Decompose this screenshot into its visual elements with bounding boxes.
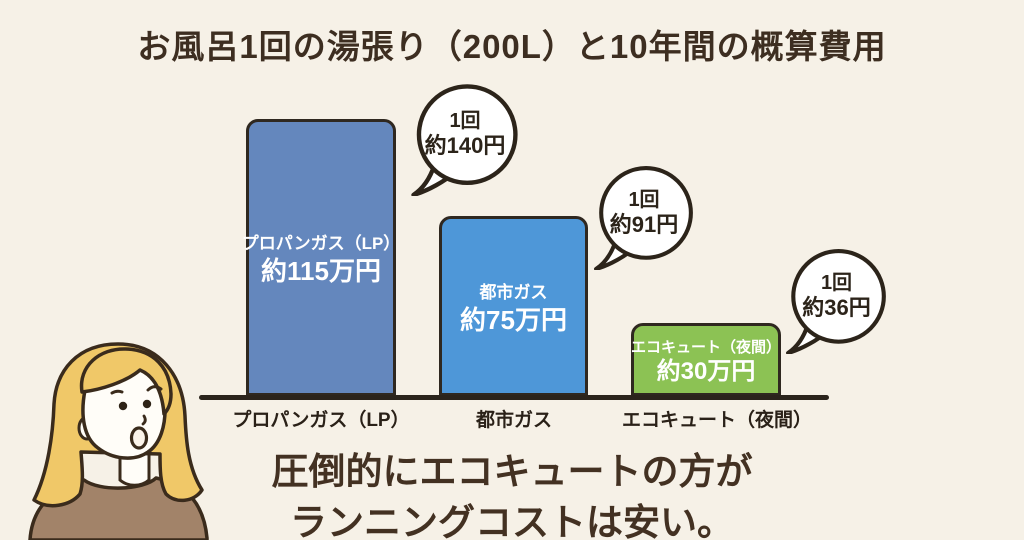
speech-bubble-icon <box>594 166 693 270</box>
axis-label-ecocute: エコキュート（夜間） <box>621 410 812 431</box>
axis-label-city: 都市ガス <box>475 410 552 431</box>
bar-propane-value: 約115万円 <box>261 256 381 287</box>
bubble-ecocute-line2: 約36円 <box>802 295 871 321</box>
speech-bubble-propane: 1回 約140円 <box>410 82 520 196</box>
bar-propane-name: プロパンガス（LP） <box>241 234 401 254</box>
woman-mouth <box>129 426 149 450</box>
speech-bubble-icon <box>786 249 886 354</box>
bar-propane-gas: プロパンガス（LP） 約115万円 <box>242 119 400 396</box>
conclusion-line2: ランニングコストは安い。 <box>290 502 734 540</box>
bubble-circle <box>599 166 693 260</box>
x-axis-line <box>199 395 829 400</box>
bubble-text-ecocute: 1回 約36円 <box>785 247 888 345</box>
axis-label-propane: プロパンガス（LP） <box>232 410 410 431</box>
bubble-propane-line1: 1回 <box>449 110 481 133</box>
bar-ecocute-name: エコキュート（夜間） <box>631 338 782 356</box>
speech-bubble-icon <box>411 84 518 196</box>
woman-hair-fringe <box>79 347 173 416</box>
bubble-city-line1: 1回 <box>628 188 660 211</box>
surprised-woman-illustration <box>28 342 209 540</box>
chart-title: お風呂1回の湯張り（200L）と10年間の概算費用 <box>137 28 887 65</box>
bar-ecocute-value: 約30万円 <box>656 358 756 386</box>
woman-nose <box>141 414 147 426</box>
bubble-propane-line2: 約140円 <box>424 133 506 159</box>
woman-left-eyebrow <box>110 389 124 395</box>
bar-city-value: 約75万円 <box>460 304 567 335</box>
bubble-circle <box>791 249 886 344</box>
woman-left-eye <box>118 401 128 411</box>
bar-ecocute: エコキュート（夜間） 約30万円 <box>631 323 781 396</box>
bubble-text-city: 1回 約91円 <box>593 164 695 262</box>
bubble-text-propane: 1回 約140円 <box>410 82 520 187</box>
bar-city-gas: 都市ガス 約75万円 <box>439 216 588 396</box>
bar-city-name: 都市ガス <box>479 282 548 302</box>
woman-right-eye <box>142 399 152 409</box>
bubble-city-line2: 約91円 <box>609 211 679 237</box>
bubble-ecocute-line1: 1回 <box>820 272 853 295</box>
conclusion-line1: 圧倒的にエコキュートの方が <box>271 451 753 492</box>
bubble-circle <box>416 84 518 186</box>
speech-bubble-ecocute: 1回 約36円 <box>785 247 888 354</box>
woman-right-eyebrow <box>146 385 163 392</box>
speech-bubble-city: 1回 約91円 <box>593 164 695 270</box>
